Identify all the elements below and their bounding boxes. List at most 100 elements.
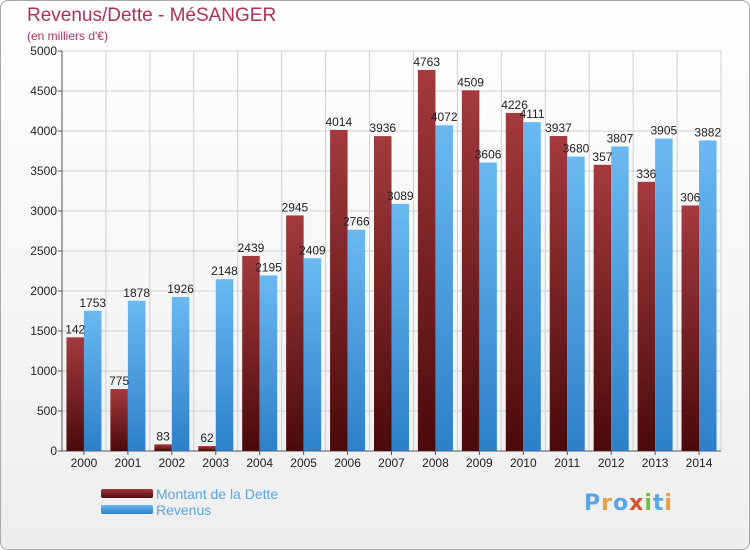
x-tick-label: 2010 bbox=[510, 456, 537, 470]
x-tick-label: 2002 bbox=[158, 456, 185, 470]
data-label: 1878 bbox=[123, 286, 150, 300]
data-label: 357 bbox=[592, 150, 612, 164]
bar-revenus bbox=[83, 310, 102, 451]
bar-dette bbox=[330, 129, 348, 451]
y-tick-label: 5000 bbox=[30, 44, 57, 58]
bar-revenus bbox=[567, 156, 585, 451]
chart-subtitle: (en milliers d'€) bbox=[27, 29, 108, 43]
x-tick-label: 2007 bbox=[378, 456, 405, 470]
bar-dette bbox=[417, 69, 436, 452]
y-tick-label: 1500 bbox=[30, 324, 57, 338]
x-tick-label: 2006 bbox=[334, 456, 361, 470]
data-label: 2945 bbox=[282, 200, 309, 214]
data-label: 1753 bbox=[79, 296, 106, 310]
logo-letter: t bbox=[652, 491, 665, 516]
x-tick-label: 2000 bbox=[71, 456, 98, 470]
bar-revenus bbox=[127, 300, 146, 451]
y-tick-label: 3500 bbox=[30, 164, 57, 178]
bar-revenus bbox=[391, 203, 409, 451]
data-label: 2409 bbox=[299, 243, 326, 257]
chart-title: Revenus/Dette - MéSANGER bbox=[27, 5, 277, 26]
y-tick-label: 3000 bbox=[30, 204, 57, 218]
data-label: 3936 bbox=[369, 121, 396, 135]
bar-dette bbox=[549, 136, 568, 452]
bar-revenus bbox=[699, 140, 717, 451]
y-tick-label: 1000 bbox=[30, 364, 57, 378]
data-label: 3807 bbox=[607, 131, 634, 145]
data-label: 1926 bbox=[167, 282, 194, 296]
logo-letter: o bbox=[612, 491, 630, 516]
data-label: 83 bbox=[156, 429, 170, 443]
bar-dette bbox=[505, 112, 524, 452]
data-label: 142 bbox=[65, 322, 85, 336]
data-label: 4111 bbox=[520, 107, 545, 121]
bar-dette bbox=[681, 205, 700, 451]
data-label: 2148 bbox=[211, 264, 238, 278]
bar-dette bbox=[198, 446, 216, 451]
bar-dette bbox=[374, 136, 392, 451]
bar-revenus bbox=[435, 125, 453, 452]
x-tick-label: 2001 bbox=[115, 456, 142, 470]
data-label: 2766 bbox=[343, 215, 370, 229]
bar-dette bbox=[286, 215, 304, 451]
legend-swatch-dette bbox=[101, 489, 153, 498]
data-label: 306 bbox=[680, 190, 700, 204]
bar-revenus bbox=[611, 146, 629, 451]
x-tick-label: 2011 bbox=[554, 456, 580, 470]
data-label: 336 bbox=[636, 167, 656, 181]
x-tick-label: 2003 bbox=[202, 456, 229, 470]
y-tick-label: 2000 bbox=[30, 284, 57, 298]
bar-revenus bbox=[347, 229, 366, 451]
data-label: 2195 bbox=[255, 260, 282, 274]
data-label: 4509 bbox=[457, 75, 484, 89]
bar-dette bbox=[461, 90, 480, 451]
logo-letter: x bbox=[629, 491, 645, 516]
x-tick-label: 2009 bbox=[466, 456, 493, 470]
bars bbox=[66, 69, 717, 452]
data-label: 3606 bbox=[475, 148, 502, 162]
x-tick-label: 2004 bbox=[246, 456, 273, 470]
data-label: 62 bbox=[200, 431, 214, 445]
x-tick-label: 2012 bbox=[598, 456, 625, 470]
x-tick-label: 2013 bbox=[642, 456, 669, 470]
bar-dette bbox=[637, 181, 656, 452]
bar-dette bbox=[242, 255, 260, 451]
bar-revenus bbox=[215, 279, 234, 451]
data-label: 4072 bbox=[431, 110, 458, 124]
logo-letter: P bbox=[584, 491, 602, 516]
bar-revenus bbox=[523, 122, 541, 452]
y-tick-label: 500 bbox=[37, 404, 57, 418]
bar-dette bbox=[593, 164, 612, 451]
y-tick-label: 4000 bbox=[30, 124, 57, 138]
legend-label-dette: Montant de la Dette bbox=[156, 486, 279, 502]
bar-revenus bbox=[259, 275, 278, 451]
bar-revenus bbox=[479, 162, 497, 451]
data-label: 4014 bbox=[325, 115, 352, 129]
y-tick-label: 0 bbox=[50, 444, 57, 458]
logo-letter: i bbox=[664, 491, 673, 516]
x-tick-label: 2008 bbox=[422, 456, 449, 470]
x-tick-label: 2005 bbox=[290, 456, 317, 470]
data-labels: 142 775 83 62 2439 2945 4014 3936 4763 4509 4226 39… bbox=[65, 55, 721, 445]
x-tick-label: 2014 bbox=[686, 456, 713, 470]
y-tick-label: 4500 bbox=[30, 84, 57, 98]
proxiti-logo: Proxiti bbox=[584, 491, 673, 516]
data-label: 2439 bbox=[238, 241, 265, 255]
bar-revenus bbox=[303, 258, 322, 451]
data-label: 4226 bbox=[501, 98, 528, 112]
y-tick-label: 2500 bbox=[30, 244, 57, 258]
bar-dette bbox=[66, 337, 84, 451]
bar-revenus bbox=[655, 138, 673, 451]
legend-swatch-revenus bbox=[101, 505, 153, 514]
data-label: 4763 bbox=[413, 55, 440, 69]
bar-dette bbox=[154, 444, 172, 451]
data-label: 3905 bbox=[650, 124, 677, 138]
bar-revenus bbox=[171, 296, 190, 451]
logo-letter: r bbox=[601, 491, 613, 516]
legend-label-revenus: Revenus bbox=[156, 502, 212, 518]
data-label: 3937 bbox=[545, 121, 572, 135]
data-label: 3680 bbox=[563, 142, 590, 156]
data-label: 3089 bbox=[387, 189, 414, 203]
